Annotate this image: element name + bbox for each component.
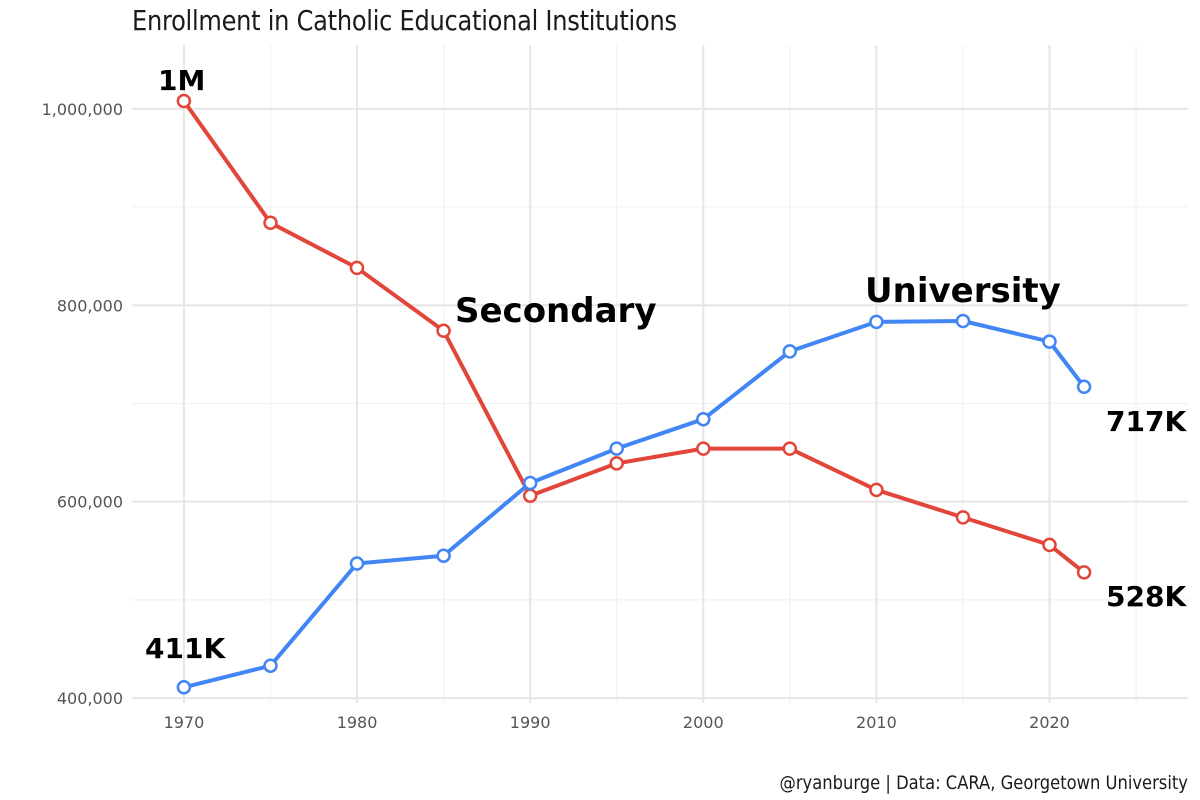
y-tick-label: 600,000: [57, 493, 123, 512]
y-tick-label: 400,000: [57, 689, 123, 708]
data-point-university: [176, 680, 192, 695]
chart-caption: @ryanburge | Data: CARA, Georgetown Univ…: [779, 772, 1188, 794]
grid-layer: [132, 45, 1188, 703]
data-point-university: [1076, 379, 1092, 395]
data-point-university: [955, 313, 971, 329]
annotation-528k: 528K: [1106, 580, 1187, 613]
data-point-secondary: [696, 441, 711, 456]
series-line-university: [183, 319, 1086, 690]
data-point-secondary: [1042, 537, 1057, 553]
series-line-secondary: [182, 99, 1086, 574]
series-points: [176, 93, 1092, 695]
annotation-717k: 717K: [1106, 405, 1187, 438]
y-tick-label: 1,000,000: [42, 100, 123, 119]
data-point-university: [522, 475, 538, 491]
series-label-secondary: Secondary: [455, 291, 656, 331]
data-point-secondary: [349, 260, 365, 276]
chart-title: Enrollment in Catholic Educational Insti…: [132, 4, 677, 37]
data-point-university: [869, 314, 884, 330]
series-lines: [182, 99, 1086, 690]
data-point-university: [782, 344, 798, 359]
annotation-411k: 411K: [145, 632, 226, 665]
y-tick-label: 800,000: [57, 296, 123, 315]
tick-labels: 1970 1980 1990 2000 2010 2020 400,000 600,000 80…: [42, 100, 1070, 732]
data-point-university: [349, 556, 365, 571]
data-point-secondary: [176, 93, 192, 109]
data-point-secondary: [609, 456, 624, 471]
data-point-university: [263, 658, 278, 673]
data-point-secondary: [782, 441, 798, 456]
data-point-secondary: [522, 488, 538, 504]
x-tick-label: 2000: [683, 713, 724, 732]
x-tick-label: 2020: [1029, 713, 1070, 732]
data-point-secondary: [436, 323, 451, 339]
annotations: Secondary University 1M 411K 717K 528K: [145, 64, 1187, 665]
annotation-1m: 1M: [158, 64, 205, 97]
x-tick-label: 1980: [337, 713, 378, 732]
data-point-secondary: [869, 482, 884, 498]
x-tick-label: 1970: [164, 713, 205, 732]
data-point-secondary: [1076, 565, 1092, 580]
x-tick-label: 2010: [856, 713, 897, 732]
series-label-university: University: [865, 271, 1061, 311]
data-point-secondary: [263, 215, 278, 231]
data-point-university: [436, 548, 451, 563]
data-point-university: [696, 411, 711, 427]
data-point-university: [609, 441, 624, 456]
data-point-university: [1042, 334, 1057, 349]
data-point-secondary: [955, 510, 971, 525]
x-tick-label: 1990: [510, 713, 551, 732]
